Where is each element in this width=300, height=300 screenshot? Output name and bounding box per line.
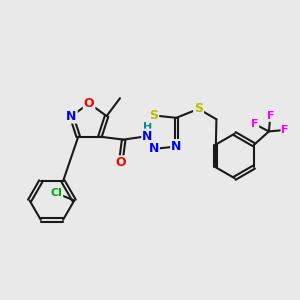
Text: N: N [142, 130, 153, 142]
Text: H: H [143, 122, 152, 132]
Text: F: F [251, 119, 258, 129]
Text: F: F [267, 111, 274, 121]
Text: Cl: Cl [50, 188, 62, 198]
Text: N: N [171, 140, 181, 153]
Text: N: N [66, 110, 77, 123]
Text: F: F [281, 125, 289, 135]
Text: O: O [84, 97, 94, 110]
Text: O: O [116, 156, 126, 169]
Text: N: N [148, 142, 159, 155]
Text: S: S [194, 102, 203, 116]
Text: S: S [149, 109, 158, 122]
